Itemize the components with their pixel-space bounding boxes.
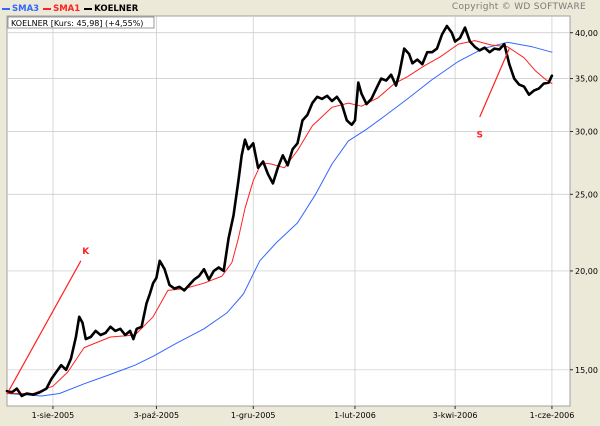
legend-item-sma1: SMA1 [43,4,80,14]
annotation-line-k [8,260,82,392]
y-tick-label: 15,00 [575,366,598,375]
x-tick-label: 3-kwi-2006 [433,411,478,420]
legend-label-koelner: KOELNER [94,4,139,14]
x-tick-label: 1-sie-2005 [32,411,75,420]
legend-item-koelner: KOELNER [84,4,138,14]
y-axis-ticks: 15,00 20,00 25,00 30,00 35,00 40,00 [570,29,598,375]
grid-lines [7,16,570,406]
instrument-label: KOELNER [Kurs: 45,98] (+4,55%) [11,19,143,28]
legend-swatch-sma1 [43,8,52,10]
plot-area [6,15,571,407]
legend-label-sma3: SMA3 [12,4,40,14]
series-line-sma3 [6,41,553,397]
x-tick-label: 1-gru-2005 [231,411,276,420]
x-tick-label: 3-paź-2005 [134,411,179,420]
annotations: KS [8,48,510,392]
legend-label-sma1: SMA1 [53,4,81,14]
x-tick-label: 1-lut-2006 [334,411,376,420]
series-line-koelner [5,24,554,398]
legend-swatch-koelner [84,8,93,10]
annotation-label-k: K [82,247,90,257]
x-tick-label: 1-cze-2006 [530,411,575,420]
annotation-label-s: S [476,130,482,140]
y-tick-label: 30,00 [575,128,598,137]
series-lines [5,24,554,398]
annotation-line-s [479,48,510,118]
legend-swatch-sma3 [2,8,10,10]
copyright-text: Copyright © WD SOFTWARE [451,2,586,12]
x-axis-ticks: 1-sie-2005 3-paź-2005 1-gru-2005 1-lut-2006… [32,406,575,420]
y-tick-label: 40,00 [575,29,598,38]
legend-item-sma3: SMA3 [2,4,39,14]
y-tick-label: 25,00 [575,190,598,199]
y-tick-label: 20,00 [575,267,598,276]
chart-legend: SMA3 SMA1 KOELNER [2,3,142,15]
instrument-label-box [7,16,155,29]
y-tick-label: 35,00 [575,75,598,84]
